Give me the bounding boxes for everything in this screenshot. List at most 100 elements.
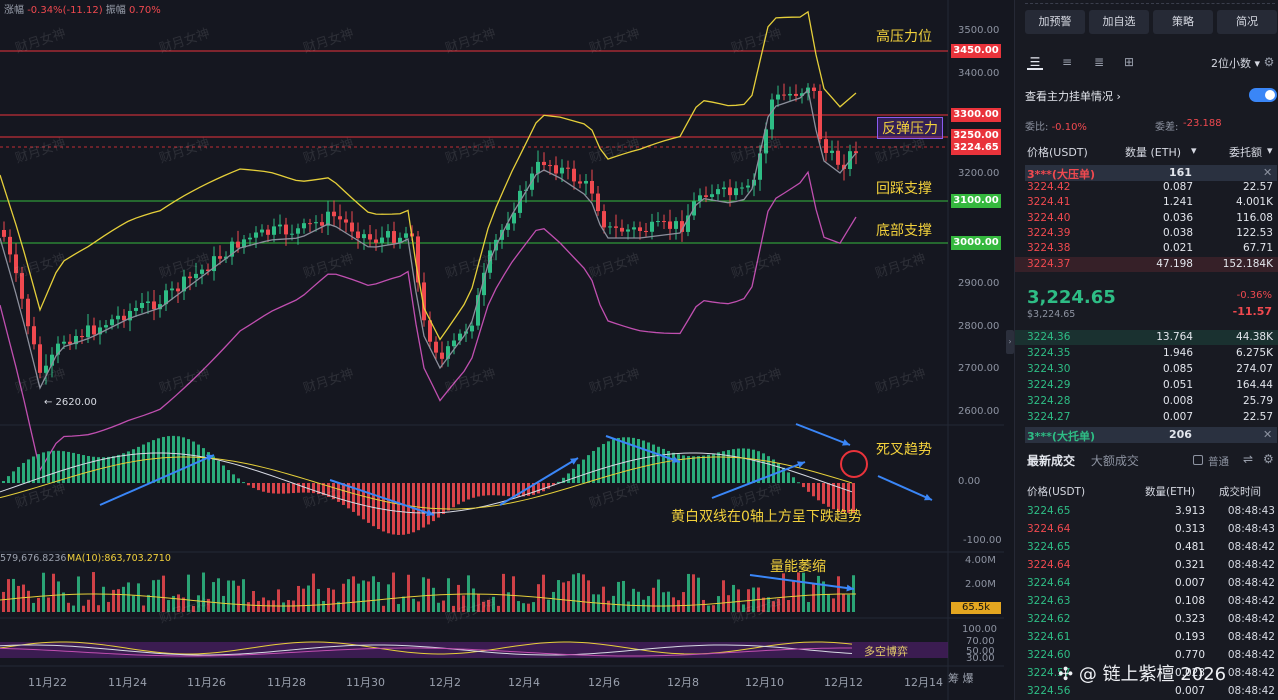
macd-bar	[482, 483, 485, 496]
orderbook-asks-icon[interactable]: ≡	[1061, 55, 1073, 69]
close-icon[interactable]: ✕	[1263, 428, 1273, 441]
kline-chart-svg[interactable]	[0, 0, 1010, 700]
price-tag-3450: 3450.00	[951, 44, 1001, 58]
tab-large-trades[interactable]: 大额成交	[1090, 454, 1139, 468]
candle-body	[74, 335, 78, 345]
volume-bar	[582, 574, 585, 612]
normal-checkbox[interactable]	[1193, 455, 1203, 465]
trade-row: 3224.63 0.108 08:48:42	[1015, 594, 1278, 609]
bid-row[interactable]: 3224.36 13.764 44.38K	[1015, 330, 1278, 345]
candle-body	[266, 229, 270, 235]
big-ask-qty: 161	[1169, 166, 1192, 179]
volume-bar	[542, 574, 545, 612]
settings-icon[interactable]: ⚙	[1263, 452, 1274, 466]
volume-bar	[817, 575, 820, 612]
filter-icon[interactable]: ⇌	[1243, 452, 1254, 466]
candle-body	[206, 269, 210, 272]
mainforce-link[interactable]: 查看主力挂单情况 ›	[1025, 88, 1121, 104]
ask-row[interactable]: 3224.42 0.087 22.57	[1015, 180, 1278, 195]
bid-amount: 274.07	[1236, 363, 1273, 375]
ask-qty: 0.087	[1162, 181, 1193, 193]
big-bid-row[interactable]: 3***(大托单) 206 ✕	[1025, 427, 1277, 443]
trade-row: 3224.65 3.913 08:48:43	[1015, 504, 1278, 519]
header-amount[interactable]: 委托额	[1229, 146, 1262, 159]
close-icon[interactable]: ✕	[1263, 166, 1273, 179]
macd-bar	[227, 470, 230, 483]
ask-row[interactable]: 3224.39 0.038 122.53	[1015, 226, 1278, 241]
volume-bar	[632, 588, 635, 612]
macd-bar	[757, 451, 760, 483]
tab-latest-trades[interactable]: 最新成交	[1027, 454, 1076, 468]
candle-body	[32, 326, 36, 345]
candle-body	[128, 310, 132, 321]
bid-row[interactable]: 3224.35 1.946 6.275K	[1015, 346, 1278, 361]
add-alert-button[interactable]: 加预警	[1025, 10, 1085, 34]
volume-bar	[347, 579, 350, 612]
lower-band-line	[0, 170, 857, 472]
volume-bar	[767, 597, 770, 612]
volume-bar	[847, 594, 850, 612]
trade-qty: 0.023	[1174, 667, 1205, 679]
overview-button[interactable]: 简况	[1217, 10, 1277, 34]
macd-bar	[267, 483, 270, 493]
candle-body	[446, 346, 450, 359]
macd-bar	[152, 440, 155, 483]
orderbook-both-icon[interactable]: ☰	[1027, 54, 1043, 70]
strategy-button[interactable]: 策略	[1153, 10, 1213, 34]
ask-row[interactable]: 3224.38 0.021 67.71	[1015, 241, 1278, 256]
volume-bar	[722, 580, 725, 612]
candle-body	[482, 272, 486, 296]
orderbook-grid-icon[interactable]: ⊞	[1123, 55, 1135, 69]
ask-row[interactable]: 3224.40 0.036 116.08	[1015, 211, 1278, 226]
macd-bar	[192, 441, 195, 483]
volume-bar	[67, 602, 70, 612]
credit-text: ✣ @ 链上紫檀 2026	[1058, 660, 1226, 686]
volume-bar	[697, 577, 700, 612]
candle-body	[710, 194, 714, 197]
candle-body	[422, 282, 426, 321]
macd-bar	[432, 483, 435, 522]
header-qty[interactable]: 数量 (ETH)	[1125, 146, 1182, 159]
orderbook-bids-icon[interactable]: ≣	[1093, 55, 1105, 69]
ratio-value: -0.10%	[1051, 122, 1087, 133]
volume-bar	[7, 579, 10, 612]
macd-bar	[92, 456, 95, 483]
kline-chart-area[interactable]: 涨幅 -0.34%(-11.12) 振幅 0.70% 财月女神 财月女神 财月女…	[0, 0, 1010, 700]
date-label: 11月30	[346, 676, 385, 689]
ask-row[interactable]: 3224.41 1.241 4.001K	[1015, 195, 1278, 210]
bid-row[interactable]: 3224.27 0.007 22.57	[1015, 410, 1278, 425]
candle-body	[644, 230, 648, 232]
candle-body	[116, 315, 120, 320]
big-bid-label: 3***(大托单)	[1027, 430, 1095, 443]
macd-bar	[37, 454, 40, 483]
candle-body	[584, 180, 588, 184]
trade-price: 3224.64	[1027, 559, 1071, 571]
candle-body	[122, 315, 126, 321]
bid-row[interactable]: 3224.28 0.008 25.79	[1015, 394, 1278, 409]
date-label: 12月8	[667, 676, 699, 689]
candle-body	[758, 153, 762, 180]
bid-row[interactable]: 3224.30 0.085 274.07	[1015, 362, 1278, 377]
precision-select[interactable]: 2位小数 ▾	[1211, 55, 1260, 71]
macd-bar	[112, 456, 115, 483]
bid-row[interactable]: 3224.29 0.051 164.44	[1015, 378, 1278, 393]
big-ask-row[interactable]: 3***(大压单) 161 ✕	[1025, 165, 1277, 181]
last-price-usd: $3,224.65	[1027, 309, 1076, 320]
add-watchlist-button[interactable]: 加自选	[1089, 10, 1149, 34]
volume-bar	[402, 596, 405, 612]
volume-bar	[732, 584, 735, 612]
macd-bar	[532, 483, 535, 495]
candle-body	[368, 234, 372, 240]
candle-body	[344, 219, 348, 223]
mainforce-toggle[interactable]	[1249, 88, 1277, 102]
macd-bar	[657, 446, 660, 483]
date-label: 11月22	[28, 676, 67, 689]
panel-collapse-handle[interactable]: ›	[1006, 330, 1014, 354]
macd-bar	[827, 483, 830, 507]
macd-bar	[322, 483, 325, 496]
oscillator-lines	[0, 641, 948, 658]
macd-bar	[717, 452, 720, 483]
settings-icon[interactable]: ⚙	[1263, 55, 1275, 69]
ask-row[interactable]: 3224.37 47.198 152.184K	[1015, 256, 1278, 272]
